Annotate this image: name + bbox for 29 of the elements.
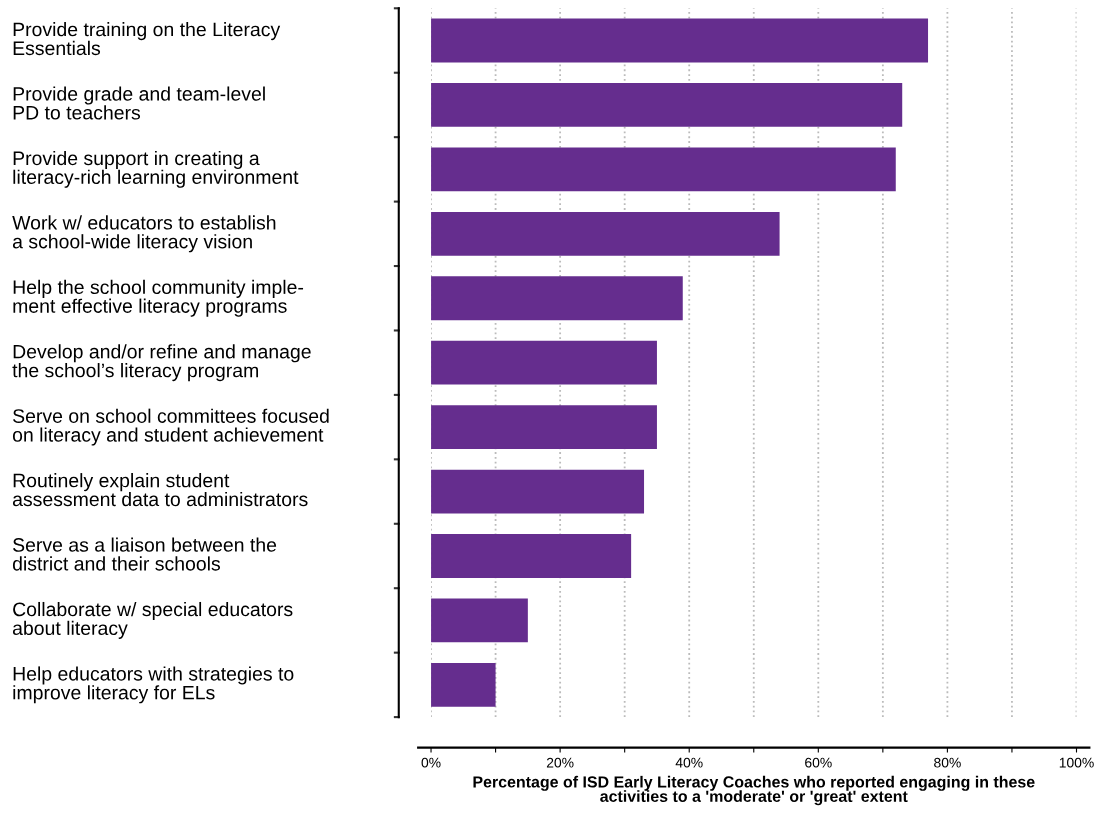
x-tick-label: 80% (934, 757, 961, 768)
bar (431, 18, 929, 63)
bar (431, 83, 903, 127)
y-tick-label: Develop and/or refine and manage the school’s literacy program (12, 344, 311, 382)
bar (431, 405, 657, 450)
y-tick-label: Provide grade and team-level PD to teachers (13, 86, 265, 120)
y-tick-label: Routinely explain student assessment data to administrators (12, 473, 308, 507)
x-tick-label: 60% (805, 757, 832, 768)
y-tick-label: Help educators with strategies to improve literacy for ELs (13, 666, 294, 704)
bar (431, 662, 496, 707)
bar (431, 211, 780, 256)
x-tick-label: 20% (546, 757, 574, 768)
x-tick-label: 100% (1059, 757, 1094, 768)
x-axis-title: Percentage of ISD Early Literacy Coaches who reported engaging in these activities to a 'moderate' or 'great' extent (473, 775, 1035, 806)
bar (431, 534, 632, 578)
bar (431, 340, 657, 385)
y-tick-label: Work w/ educators to establish a school-wide literacy vision (12, 215, 276, 253)
y-tick-label: Help the school community imple- ment effective literacy programs (13, 279, 304, 317)
y-tick-label: Serve as a liaison between the district and their schools (12, 537, 277, 571)
bar (431, 147, 896, 192)
y-tick-label: Serve on school committees focused on literacy and student achievement (12, 408, 329, 446)
bar (431, 469, 645, 514)
bar (431, 598, 528, 643)
y-tick-label: Provide training on the Literacy Essentials (13, 22, 281, 56)
y-tick-label: Collaborate w/ special educators about literacy (12, 601, 293, 639)
x-tick-label: 0% (421, 757, 441, 768)
bar (431, 276, 683, 321)
y-tick-label: Provide support in creating a literacy-rich learning environment (13, 150, 299, 188)
x-tick-label: 40% (675, 757, 703, 768)
